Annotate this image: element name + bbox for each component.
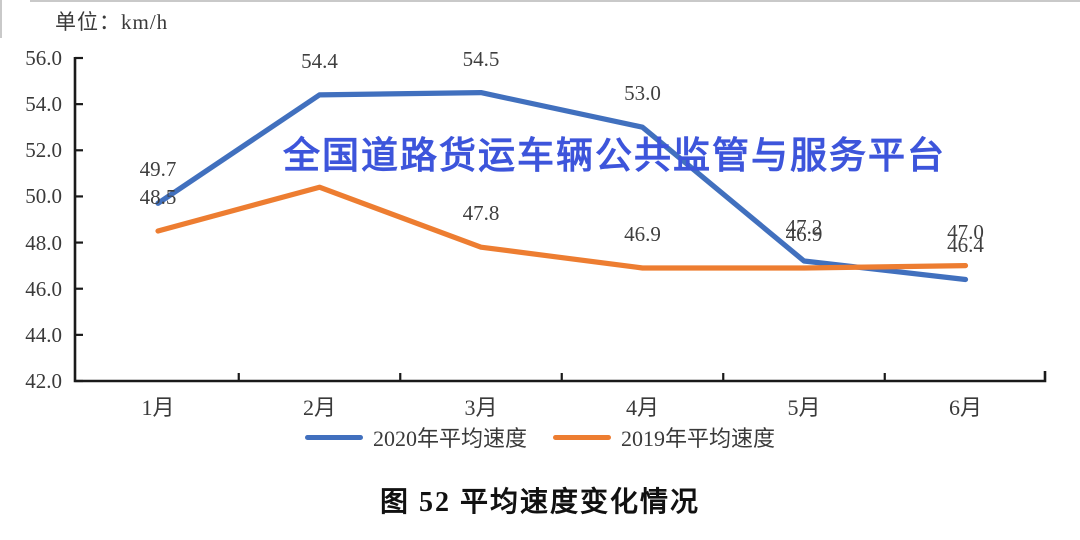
watermark-text: 全国道路货运车辆公共监管与服务平台 [283, 135, 946, 176]
legend-item-2020: 2020年平均速度 [304, 421, 527, 453]
y-axis-label: 46.0 [25, 276, 62, 301]
data-label-2020年平均速度-3月: 54.5 [462, 46, 500, 71]
x-axis-label: 4月 [625, 395, 659, 420]
line-chart-plot [73, 56, 1047, 383]
legend-line-swatch-2019 [553, 434, 611, 440]
y-axis-label: 48.0 [25, 230, 62, 255]
y-axis-label: 42.0 [25, 369, 62, 393]
x-axis-label: 3月 [464, 395, 498, 420]
chart-legend: 2020年平均速度 2019年平均速度 [0, 421, 1080, 453]
y-axis-label: 52.0 [25, 138, 62, 163]
data-label-2020年平均速度-6月: 46.4 [947, 233, 984, 258]
data-label-2020年平均速度-4月: 53.0 [624, 81, 661, 106]
y-axis-label: 44.0 [25, 322, 62, 347]
x-axis-label: 5月 [787, 395, 821, 420]
page-top-border [30, 0, 1080, 2]
data-label-2019年平均速度-3月: 47.8 [462, 201, 500, 226]
x-axis-label: 2月 [302, 395, 336, 420]
data-label-2019年平均速度-6月: 47.0 [947, 219, 984, 244]
x-axis-label: 1月 [141, 395, 175, 420]
y-axis-label: 54.0 [25, 92, 62, 117]
figure-caption: 图 52 平均速度变化情况 [379, 487, 700, 518]
y-axis-label: 50.0 [25, 184, 62, 209]
x-axis-label: 6月 [948, 395, 982, 420]
data-label-2020年平均速度-1月: 49.7 [139, 157, 177, 182]
y-axis-label: 56.0 [25, 46, 62, 70]
data-label-2020年平均速度-2月: 54.4 [301, 48, 338, 73]
legend-line-swatch-2020 [304, 434, 363, 440]
unit-label: 单位：km/h [55, 10, 169, 34]
data-label-2019年平均速度-4月: 46.9 [624, 221, 661, 246]
legend-label-2019: 2019年平均速度 [621, 426, 776, 451]
data-label-2019年平均速度-1月: 48.5 [139, 185, 177, 210]
data-label-2019年平均速度-5月: 46.9 [785, 221, 823, 246]
data-label-2020年平均速度-5月: 47.2 [785, 215, 823, 240]
legend-item-2019: 2019年平均速度 [553, 421, 775, 453]
page-left-border [0, 0, 2, 38]
legend-label-2020: 2020年平均速度 [372, 426, 527, 451]
